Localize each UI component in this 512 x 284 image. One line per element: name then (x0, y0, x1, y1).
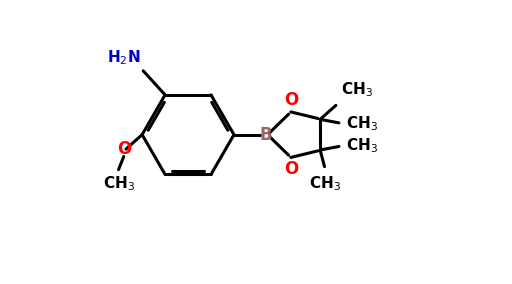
Text: H$_2$N: H$_2$N (108, 49, 141, 67)
Text: O: O (284, 91, 298, 109)
Text: CH$_3$: CH$_3$ (341, 80, 373, 99)
Text: CH$_3$: CH$_3$ (309, 174, 340, 193)
Text: CH$_3$: CH$_3$ (347, 136, 378, 155)
Text: O: O (117, 140, 131, 158)
Text: CH$_3$: CH$_3$ (347, 114, 378, 133)
Text: CH$_3$: CH$_3$ (102, 174, 135, 193)
Text: B: B (259, 126, 272, 144)
Text: O: O (284, 160, 298, 178)
